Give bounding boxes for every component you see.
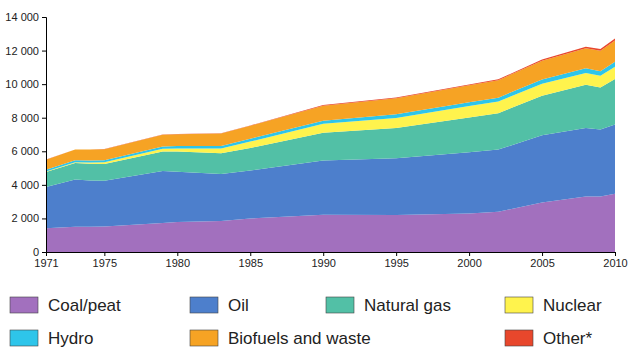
- x-tick-label: 1975: [93, 257, 117, 269]
- legend-label: Biofuels and waste: [228, 329, 371, 348]
- y-tick-mark: [42, 118, 46, 119]
- legend-label: Natural gas: [364, 296, 451, 315]
- x-tick-mark: [250, 252, 251, 256]
- x-tick: 1980: [166, 252, 190, 269]
- x-tick: 1995: [384, 252, 408, 269]
- x-tick-mark: [46, 252, 47, 256]
- legend-label: Other*: [543, 329, 593, 348]
- x-tick-label: 2000: [457, 257, 481, 269]
- y-axis-line: [42, 18, 47, 253]
- x-tick-mark: [104, 252, 105, 256]
- x-axis-line: [47, 253, 616, 257]
- legend-label: Hydro: [48, 329, 93, 348]
- y-tick-label: 6 000: [11, 145, 39, 157]
- legend-swatch: [326, 297, 354, 313]
- legend-item: Hydro: [10, 329, 93, 348]
- x-tick-mark: [615, 252, 616, 256]
- legend-swatch: [505, 330, 533, 346]
- y-tick: 12 000: [5, 45, 46, 57]
- x-tick: 2005: [530, 252, 554, 269]
- x-tick-label: 1985: [239, 257, 263, 269]
- y-tick-mark: [42, 218, 46, 219]
- y-tick-mark: [42, 51, 46, 52]
- legend-item: Natural gas: [326, 296, 451, 315]
- legend-item: Nuclear: [505, 296, 602, 315]
- x-axis: 1971 1975 1980 1985 1990 1995 2000 2005 2010: [34, 252, 627, 269]
- x-tick-label: 1980: [166, 257, 190, 269]
- x-tick-mark: [469, 252, 470, 256]
- legend-swatch: [10, 330, 38, 346]
- x-tick: 1990: [311, 252, 335, 269]
- y-tick-label: 12 000: [5, 45, 39, 57]
- x-tick-mark: [396, 252, 397, 256]
- legend-swatch: [505, 297, 533, 313]
- legend-label: Nuclear: [543, 296, 602, 315]
- y-tick: 6 000: [11, 145, 46, 157]
- legend-item: Other*: [505, 329, 593, 348]
- x-tick-mark: [323, 252, 324, 256]
- area-6: [46, 39, 615, 160]
- y-tick-mark: [42, 252, 46, 253]
- y-tick-label: 4 000: [11, 179, 39, 191]
- y-tick-label: 10 000: [5, 78, 39, 90]
- legend-label: Oil: [228, 296, 249, 315]
- legend-label: Coal/peat: [48, 296, 121, 315]
- area-5: [46, 41, 615, 170]
- legend-item: Oil: [190, 296, 249, 315]
- y-tick-mark: [42, 17, 46, 18]
- y-tick-mark: [42, 185, 46, 186]
- y-tick: 8 000: [11, 112, 46, 124]
- x-tick-label: 2010: [603, 257, 627, 269]
- x-tick-label: 1995: [384, 257, 408, 269]
- y-tick-mark: [42, 84, 46, 85]
- x-tick: 2010: [603, 252, 627, 269]
- legend-item: Biofuels and waste: [190, 329, 371, 348]
- y-tick: 4 000: [11, 179, 46, 191]
- x-tick-mark: [177, 252, 178, 256]
- y-tick-mark: [42, 151, 46, 152]
- y-axis: 02 0004 0006 0008 00010 00012 00014 000: [5, 11, 46, 258]
- x-tick: 2000: [457, 252, 481, 269]
- chart: 02 0004 0006 0008 00010 00012 00014 0001…: [0, 0, 630, 356]
- x-tick-mark: [542, 252, 543, 256]
- plot-area: [46, 39, 615, 252]
- x-tick-label: 1990: [311, 257, 335, 269]
- y-tick-label: 2 000: [11, 212, 39, 224]
- legend-swatch: [190, 297, 218, 313]
- x-tick: 1975: [93, 252, 117, 269]
- legend: Coal/peat Oil Natural gas Nuclear Hydro Biofu…: [10, 296, 602, 348]
- x-tick: 1971: [34, 252, 58, 269]
- legend-item: Coal/peat: [10, 296, 121, 315]
- x-tick-label: 2005: [530, 257, 554, 269]
- y-tick-label: 14 000: [5, 11, 39, 23]
- legend-swatch: [190, 330, 218, 346]
- x-tick-label: 1971: [34, 257, 58, 269]
- legend-swatch: [10, 297, 38, 313]
- y-tick: 2 000: [11, 212, 46, 224]
- x-tick: 1985: [239, 252, 263, 269]
- y-tick: 14 000: [5, 11, 46, 23]
- y-tick-label: 8 000: [11, 112, 39, 124]
- y-tick: 10 000: [5, 78, 46, 90]
